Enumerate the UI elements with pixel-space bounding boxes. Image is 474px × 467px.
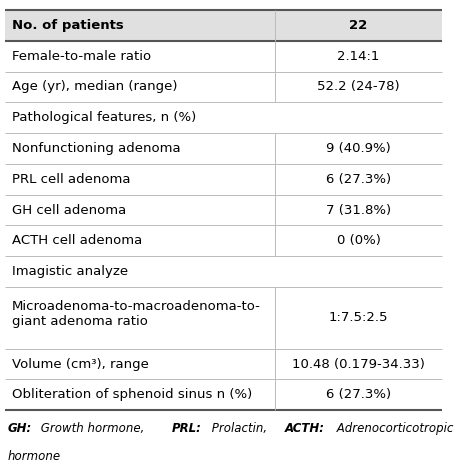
Text: Nonfunctioning adenoma: Nonfunctioning adenoma <box>12 142 181 155</box>
Text: hormone: hormone <box>8 450 61 463</box>
Text: 0 (0%): 0 (0%) <box>337 234 381 248</box>
Text: PRL cell adenoma: PRL cell adenoma <box>12 173 130 186</box>
Text: Adrenocorticotropic: Adrenocorticotropic <box>333 422 453 435</box>
Text: ACTH cell adenoma: ACTH cell adenoma <box>12 234 142 248</box>
Text: Age (yr), median (range): Age (yr), median (range) <box>12 80 177 93</box>
Text: PRL:: PRL: <box>172 422 201 435</box>
Text: Imagistic analyze: Imagistic analyze <box>12 265 128 278</box>
Text: 6 (27.3%): 6 (27.3%) <box>326 388 391 401</box>
Text: ACTH:: ACTH: <box>284 422 324 435</box>
Text: GH cell adenoma: GH cell adenoma <box>12 204 126 217</box>
Text: 1:7.5:2.5: 1:7.5:2.5 <box>329 311 388 325</box>
Text: Obliteration of sphenoid sinus n (%): Obliteration of sphenoid sinus n (%) <box>12 388 252 401</box>
Text: Prolactin,: Prolactin, <box>208 422 271 435</box>
Text: 22: 22 <box>349 19 368 32</box>
Text: No. of patients: No. of patients <box>12 19 124 32</box>
Text: 52.2 (24-78): 52.2 (24-78) <box>317 80 400 93</box>
Text: 6 (27.3%): 6 (27.3%) <box>326 173 391 186</box>
Text: GH:: GH: <box>8 422 32 435</box>
Text: Growth hormone,: Growth hormone, <box>37 422 148 435</box>
Text: Volume (cm³), range: Volume (cm³), range <box>12 358 149 370</box>
Text: Female-to-male ratio: Female-to-male ratio <box>12 50 151 63</box>
Text: Microadenoma-to-macroadenoma-to-
giant adenoma ratio: Microadenoma-to-macroadenoma-to- giant a… <box>12 300 261 328</box>
Text: 10.48 (0.179-34.33): 10.48 (0.179-34.33) <box>292 358 425 370</box>
Bar <box>5 10 442 41</box>
Text: 9 (40.9%): 9 (40.9%) <box>326 142 391 155</box>
Text: Pathological features, n (%): Pathological features, n (%) <box>12 111 196 124</box>
Text: 7 (31.8%): 7 (31.8%) <box>326 204 391 217</box>
Text: 2.14:1: 2.14:1 <box>337 50 380 63</box>
